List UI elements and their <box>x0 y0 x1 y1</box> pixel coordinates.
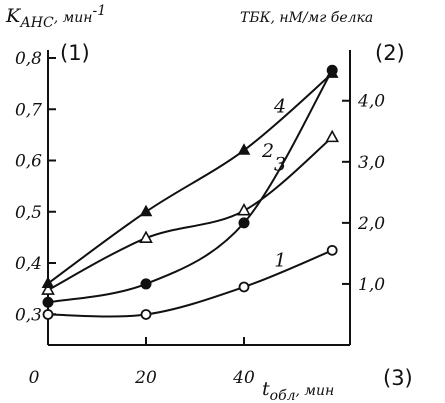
data-point-series-2 <box>238 217 250 229</box>
series-line-3 <box>47 136 333 291</box>
panel-label-3: (3) <box>383 366 413 390</box>
data-point-series-1 <box>140 309 152 320</box>
series-line-2 <box>47 69 334 304</box>
data-point-series-2 <box>42 296 54 308</box>
data-point-series-2 <box>140 278 152 290</box>
series-line-1 <box>47 249 333 318</box>
right-y-ticks: 1,0 2,0 3,0 4,0 <box>342 92 385 295</box>
data-point-series-3 <box>237 202 251 216</box>
x-tick-label: 20 <box>134 368 157 388</box>
x-ticks: 0 20 40 <box>29 337 255 388</box>
data-point-series-3 <box>139 230 153 243</box>
left-y-axis-label: KАНС, мин-1 <box>5 3 106 31</box>
series-label-2: 2 <box>261 140 274 162</box>
x-tick-label: 0 <box>29 368 40 388</box>
data-point-series-1 <box>42 309 54 320</box>
left-tick-label: 0,5 <box>15 203 42 223</box>
panel-label-2: (2) <box>375 41 405 65</box>
x-axis-label: tобл, мин <box>262 378 334 403</box>
series-layer: 1 23 4 <box>41 64 340 320</box>
data-point-series-4 <box>139 204 153 217</box>
data-point-series-3 <box>325 129 340 143</box>
right-tick-label: 2,0 <box>357 214 385 234</box>
right-tick-label: 3,0 <box>358 153 385 173</box>
x-tick-label: 40 <box>232 368 255 388</box>
series-label-3: 3 <box>274 154 286 176</box>
data-point-series-4 <box>41 276 55 288</box>
left-y-ticks: 0,3 0,4 0,5 0,6 0,7 0,8 <box>15 49 56 325</box>
left-tick-label: 0,6 <box>15 152 42 172</box>
right-tick-label: 1,0 <box>358 275 385 295</box>
data-point-series-3 <box>41 282 55 295</box>
series-label-4: 4 <box>273 95 286 117</box>
data-point-series-1 <box>326 244 338 256</box>
left-tick-label: 0,3 <box>15 305 42 325</box>
data-point-series-4 <box>237 143 251 155</box>
left-tick-label: 0,7 <box>15 100 42 120</box>
series-label-1: 1 <box>274 249 286 271</box>
series-line-4 <box>47 72 333 285</box>
data-point-series-4 <box>325 66 339 78</box>
left-tick-label: 0,8 <box>15 49 42 69</box>
left-tick-label: 0,4 <box>15 254 42 274</box>
right-tick-label: 4,0 <box>357 92 385 112</box>
data-point-series-1 <box>238 281 250 293</box>
panel-label-1: (1) <box>60 41 90 65</box>
right-y-axis-label: ТБК, нМ/мг белка <box>240 10 373 26</box>
